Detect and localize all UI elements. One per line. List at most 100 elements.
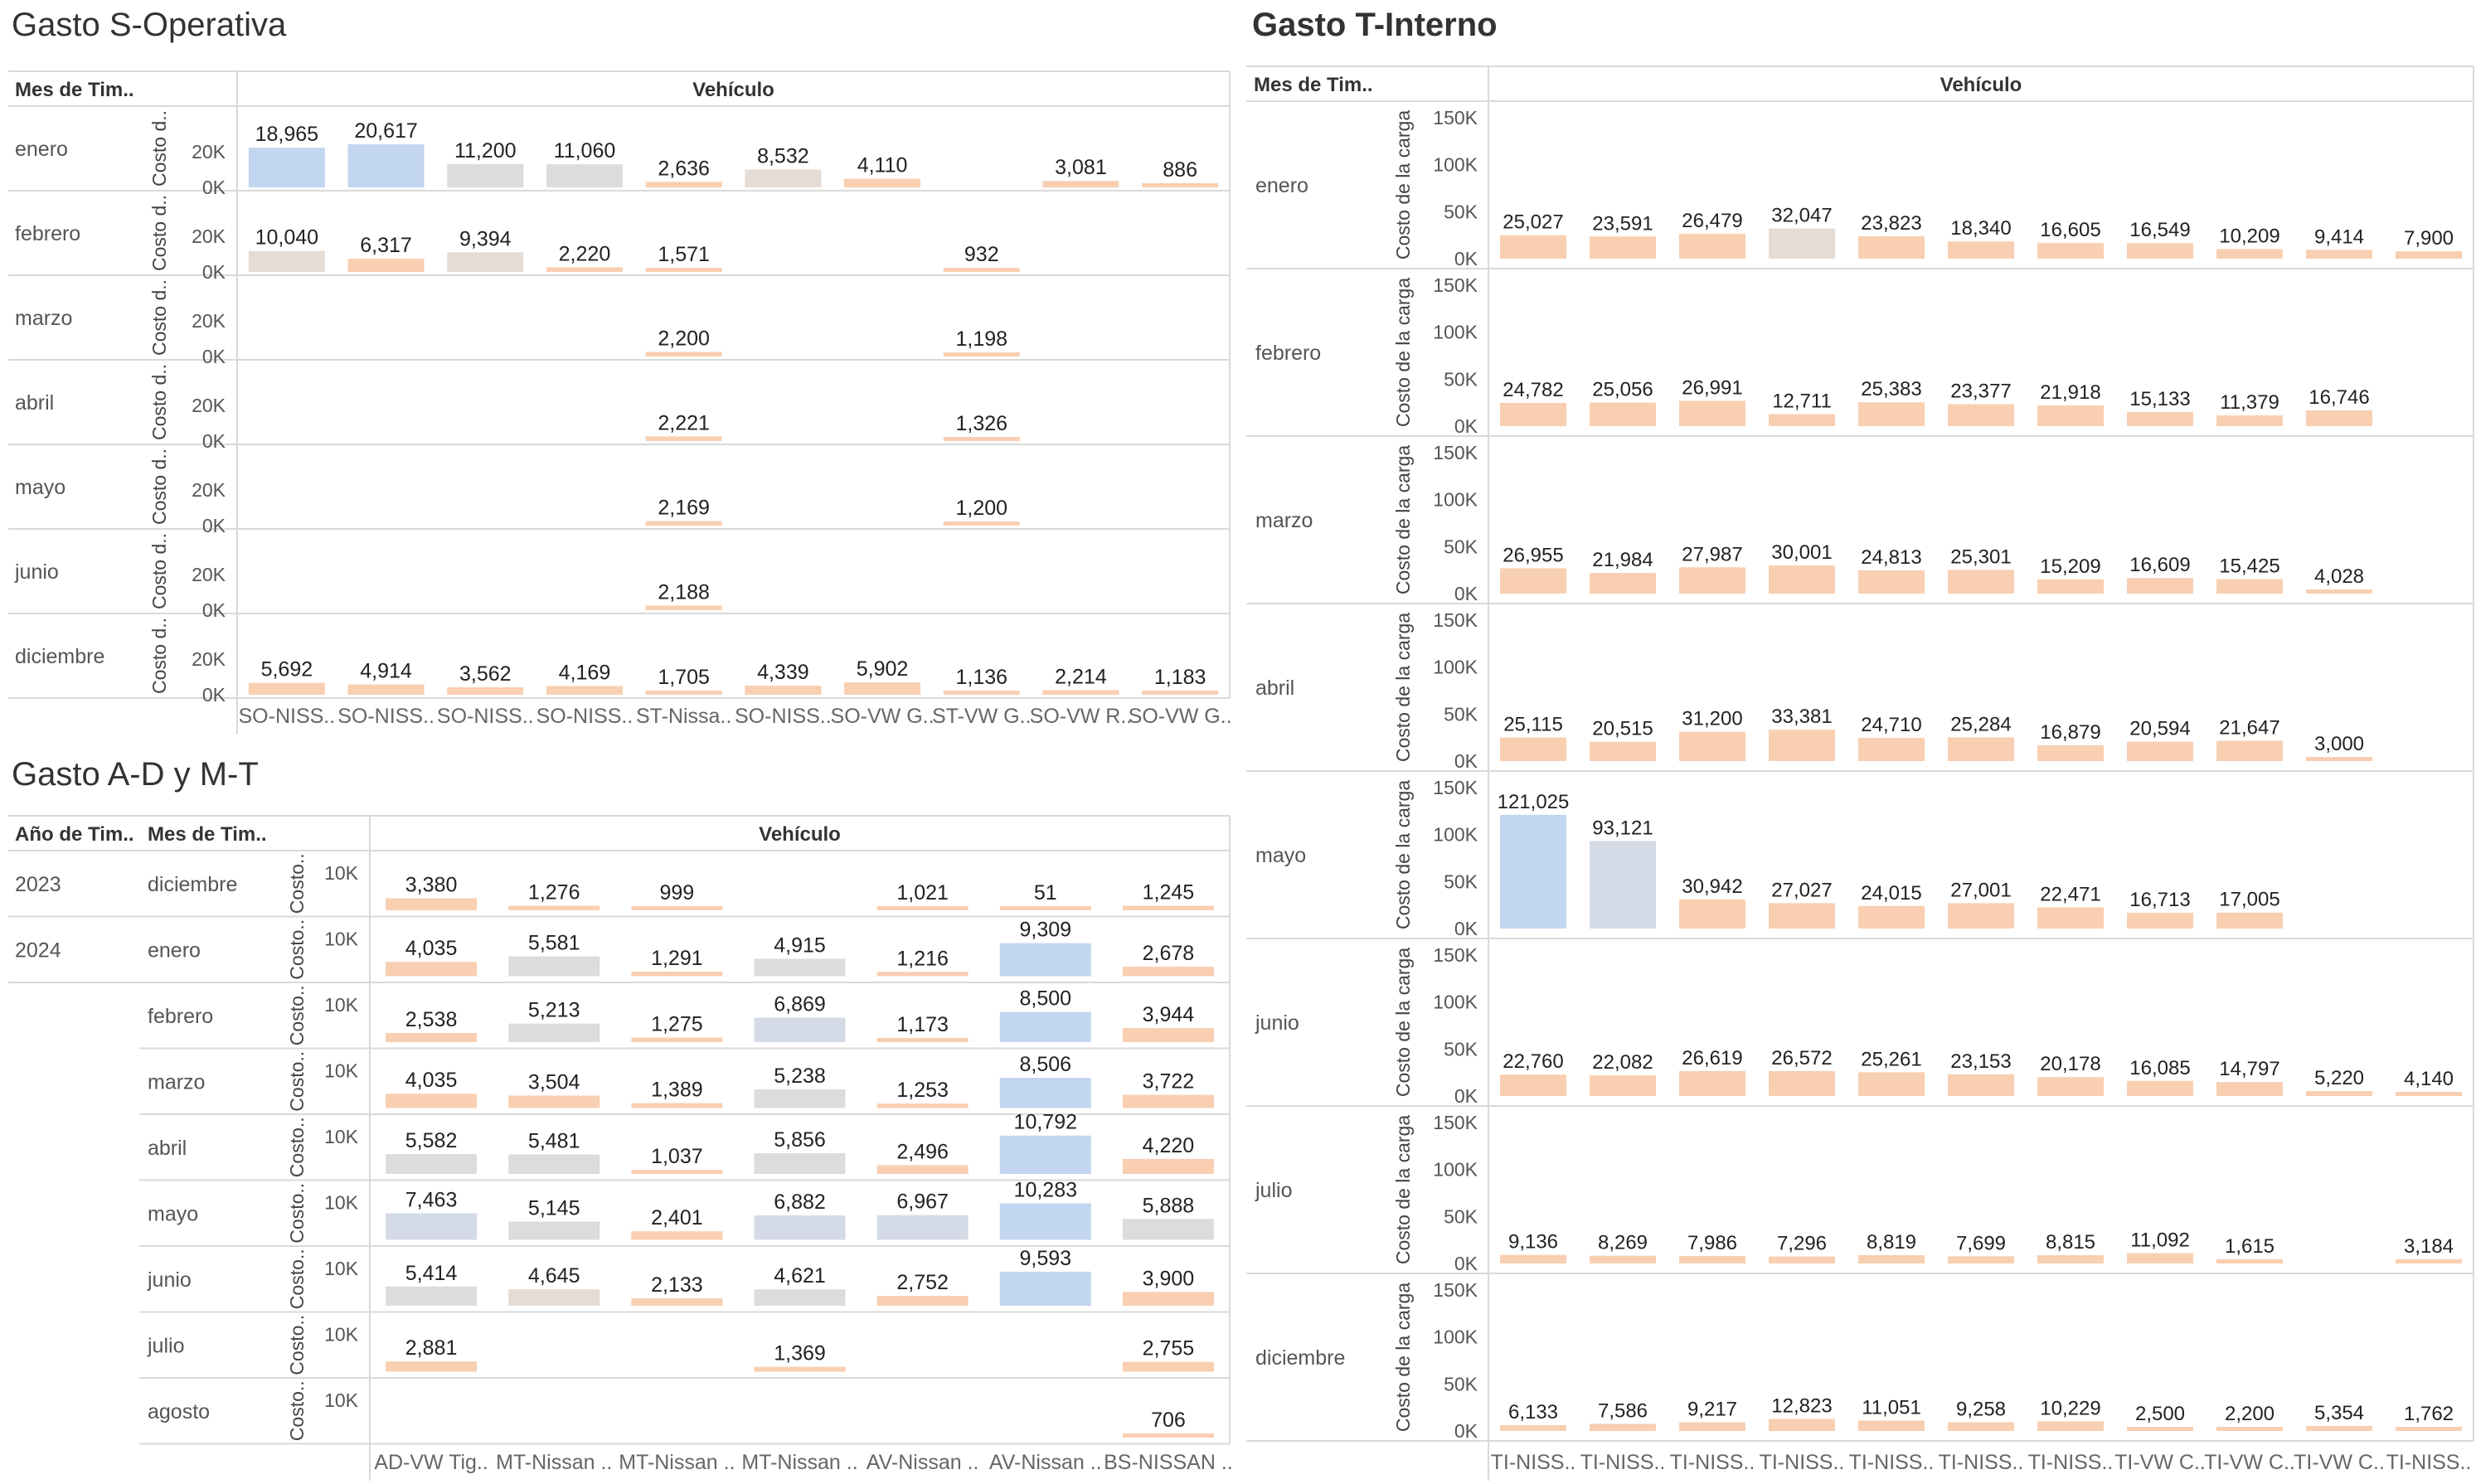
data-label: 5,581 (528, 932, 580, 955)
bar-abril-7 (2127, 741, 2193, 761)
bar-febrero-4 (1858, 402, 1925, 426)
bar-febrero-5 (1948, 404, 2014, 426)
bar-julio-8 (2216, 1259, 2283, 1263)
row-header-ano: Año de Tim.. (15, 823, 134, 846)
data-label: 5,481 (528, 1130, 580, 1153)
bar-julio-1 (1590, 1255, 1656, 1263)
data-label: 8,269 (1598, 1232, 1648, 1254)
bar-julio-0 (1500, 1254, 1566, 1263)
bar-enero-6 (844, 178, 921, 187)
bar-abril-2 (1679, 731, 1745, 761)
data-label: 4,140 (2404, 1068, 2454, 1090)
bar-enero-9 (2306, 250, 2372, 259)
tick-label: 150K (1433, 1279, 1478, 1301)
row-header-mes: Mes de Tim.. (1254, 74, 1373, 96)
bar-febrero-6 (1122, 1028, 1214, 1042)
data-label: 4,169 (559, 661, 611, 684)
data-label: 23,591 (1592, 212, 1653, 235)
data-label: 2,200 (658, 327, 710, 350)
data-label: 2,133 (651, 1273, 703, 1297)
data-label: 1,198 (955, 327, 1007, 351)
data-label: 11,379 (2220, 391, 2279, 414)
tick-label: 10K (324, 1126, 359, 1147)
data-label: 9,414 (2314, 226, 2364, 248)
bar-enero-2 (1679, 233, 1745, 259)
data-label: 16,085 (2129, 1057, 2190, 1079)
bar-marzo-4 (876, 1103, 969, 1108)
bar-febrero-3 (1769, 414, 1835, 426)
axis-label: Costo de la carga (1392, 1283, 1414, 1432)
category-label: MT-Nissan .. (619, 1451, 735, 1474)
category-label: SO-VW G.. (1129, 705, 1232, 728)
bar-abril-0 (386, 1154, 478, 1174)
bar-enero-3 (1769, 228, 1835, 259)
data-label: 4,621 (774, 1264, 826, 1288)
bar-febrero-1 (1590, 402, 1656, 426)
tick-label: 100K (1433, 1326, 1478, 1348)
category-label: AD-VW Tig.. (374, 1451, 488, 1474)
data-label: 5,220 (2314, 1067, 2364, 1089)
data-label: 16,549 (2129, 219, 2190, 241)
tick-label: 50K (1444, 871, 1478, 892)
row-label-abril: abril (1255, 677, 1294, 700)
data-label: 1,183 (1154, 666, 1206, 689)
bar-diciembre-3 (546, 686, 623, 695)
data-label: 706 (1151, 1409, 1186, 1432)
category-label: BS-NISSAN .. (1104, 1451, 1233, 1474)
bar-abril-6 (1122, 1158, 1214, 1174)
bar-febrero-0 (1500, 402, 1566, 426)
bar-enero-6 (2037, 243, 2104, 259)
bar-junio-5 (1948, 1074, 2014, 1096)
axis-label: Costo.. (286, 985, 308, 1045)
axis-label: Costo de la carga (1392, 445, 1414, 594)
row-label-marzo: marzo (1255, 509, 1313, 532)
axis-label: Costo de la carga (1392, 1115, 1414, 1264)
axis-label: Costo de la carga (1392, 948, 1414, 1097)
bar-junio-7 (2127, 1080, 2193, 1096)
data-label: 16,713 (2129, 889, 2190, 911)
row-label-diciembre: diciembre (15, 645, 104, 668)
tick-label: 0K (202, 684, 226, 706)
bar-marzo-5 (1948, 570, 2014, 594)
bar-diciembre-9 (1142, 691, 1219, 695)
data-label: 16,609 (2129, 554, 2190, 576)
bar-julio-0 (386, 1361, 478, 1372)
tick-label: 20K (192, 479, 226, 501)
tick-label: 20K (192, 648, 226, 670)
data-label: 27,987 (1682, 543, 1742, 565)
data-label: 8,819 (1867, 1231, 1916, 1254)
tick-label: 20K (192, 395, 226, 416)
bar-diciembre-7 (2127, 1427, 2193, 1431)
bar-marzo-3 (754, 1089, 846, 1108)
bar-abril-2 (631, 1170, 723, 1174)
bar-marzo-0 (1500, 568, 1566, 594)
data-label: 1,216 (896, 947, 949, 970)
category-label: TI-NISS.. (1580, 1451, 1666, 1474)
data-label: 25,261 (1861, 1048, 1921, 1070)
axis-label: Costo d.. (148, 110, 170, 187)
bar-febrero-4 (645, 268, 722, 272)
bar-abril-4 (876, 1165, 969, 1174)
row-header-mes: Mes de Tim.. (15, 79, 134, 101)
chart-s-operativa: Vehículo Mes de Tim.. enero Costo d.. 20K 0K 1… (8, 70, 1232, 735)
data-label: 22,471 (2040, 884, 2100, 906)
data-label: 9,217 (1687, 1399, 1737, 1421)
data-label: 5,414 (405, 1262, 458, 1285)
tick-label: 10K (324, 862, 359, 884)
data-label: 886 (1163, 158, 1197, 182)
data-label: 15,133 (2129, 388, 2190, 410)
row-label-junio: junio (147, 1268, 192, 1292)
bar-febrero-7 (943, 268, 1020, 272)
data-label: 9,593 (1020, 1247, 1072, 1270)
bar-abril-1 (508, 1154, 600, 1174)
data-label: 4,110 (857, 154, 908, 177)
tick-label: 50K (1444, 368, 1478, 390)
axis-label: Costo.. (286, 919, 308, 980)
tick-label: 10K (324, 1060, 359, 1082)
bar-enero-10 (2396, 251, 2462, 259)
data-label: 21,918 (2040, 381, 2100, 404)
bar-enero-0 (1500, 235, 1566, 259)
data-label: 2,881 (405, 1336, 458, 1360)
axis-label: Costo.. (286, 1380, 308, 1441)
tick-label: 150K (1433, 609, 1478, 631)
